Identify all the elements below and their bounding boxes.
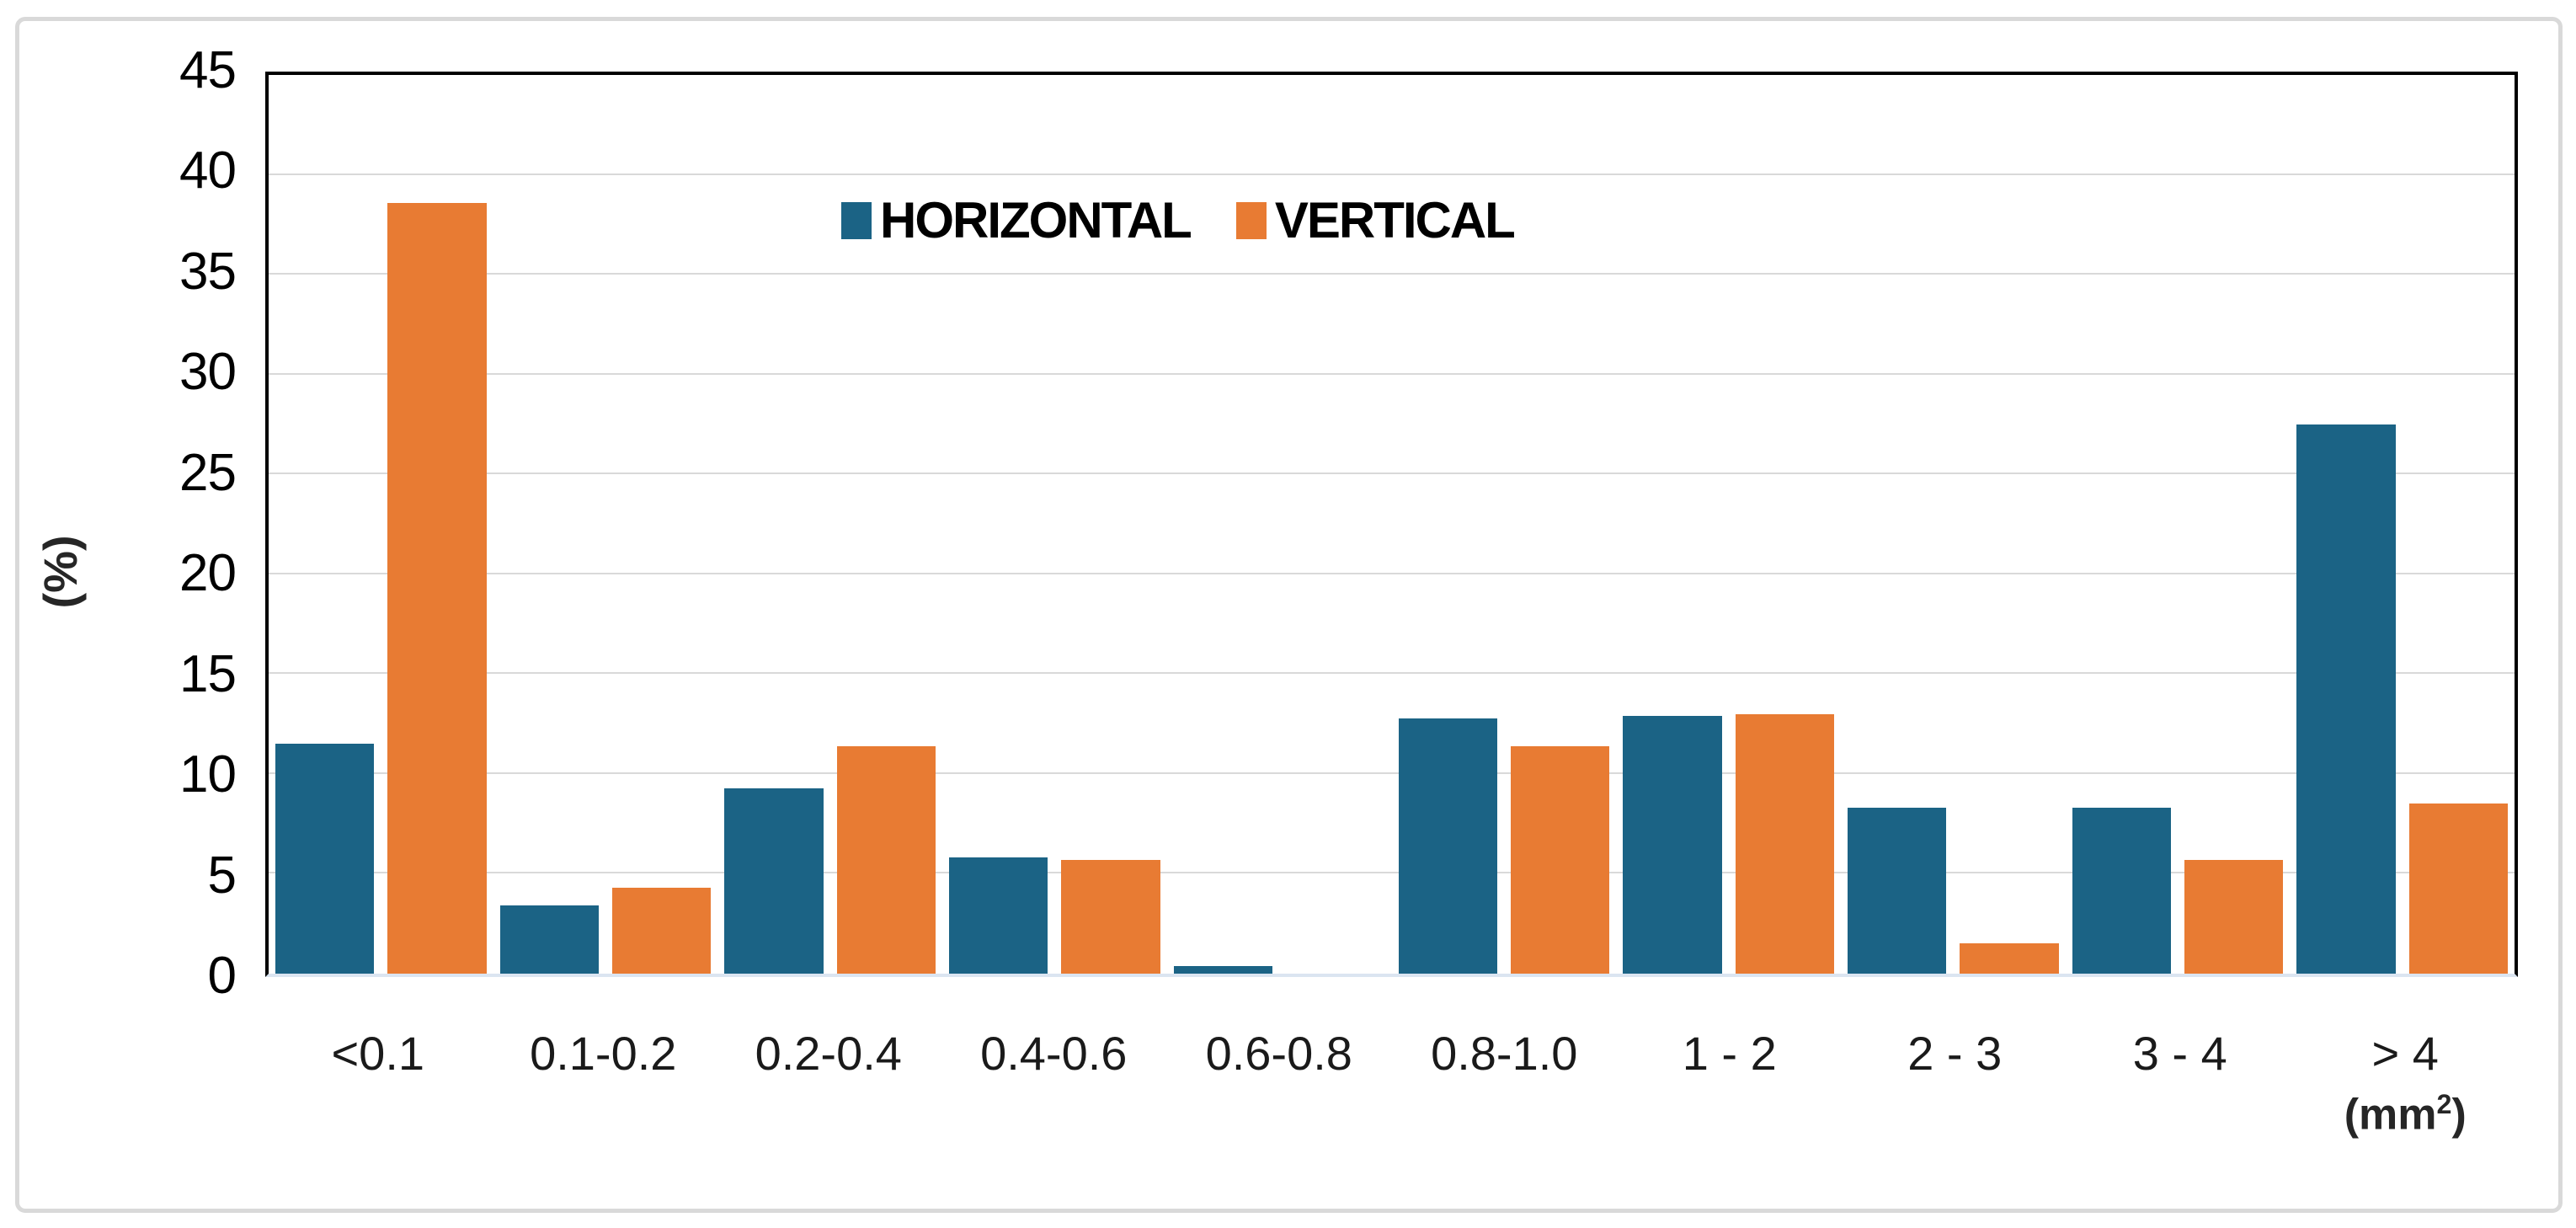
gridline <box>269 372 2515 375</box>
bar-groups <box>269 75 2515 974</box>
y-tick-label: 10 <box>179 745 237 804</box>
legend-swatch-vertical <box>1235 201 1267 239</box>
bar-group <box>1392 75 1617 974</box>
gridline <box>269 173 2515 175</box>
bar-group <box>2066 75 2291 974</box>
x-tick-label: 3 - 4 <box>2132 1027 2227 1080</box>
bar-vertical <box>1061 859 1160 974</box>
bar-horizontal <box>275 744 375 974</box>
bar-vertical <box>387 202 487 974</box>
x-tick-label: 0.4-0.6 <box>980 1027 1128 1080</box>
gridline <box>269 772 2515 774</box>
legend-item-horizontal: HORIZONTAL <box>841 191 1192 249</box>
y-tick-label: 20 <box>179 544 237 603</box>
gridline <box>269 273 2515 275</box>
bar-horizontal <box>1398 718 1497 974</box>
bar-group <box>269 75 493 974</box>
x-label-cell: 0.4-0.6 <box>941 977 1167 1138</box>
bar-horizontal <box>1623 716 1722 974</box>
x-label-cell: > 4 (mm2) <box>2293 977 2519 1138</box>
bar-vertical <box>836 745 936 974</box>
bar-vertical <box>2184 859 2284 974</box>
plot-area: HORIZONTAL VERTICAL <box>265 72 2518 977</box>
bar-horizontal <box>2072 808 2171 974</box>
x-label-cell: 3 - 4 <box>2067 977 2293 1138</box>
x-label-cell: 1 - 2 <box>1617 977 1843 1138</box>
y-tick-label: 35 <box>179 242 237 301</box>
x-tick-label: 0.2-0.4 <box>755 1027 902 1080</box>
x-label-cell: 0.8-1.0 <box>1392 977 1618 1138</box>
legend-label-horizontal: HORIZONTAL <box>880 192 1192 248</box>
bar-group <box>2290 75 2515 974</box>
bar-vertical <box>1735 713 1834 974</box>
x-tick-label: 0.1-0.2 <box>530 1027 677 1080</box>
y-tick-label: 40 <box>179 141 237 200</box>
bar-horizontal <box>724 788 824 974</box>
bar-group <box>942 75 1167 974</box>
gridline <box>269 672 2515 675</box>
legend-swatch-horizontal <box>841 201 872 239</box>
x-label-cell: 0.2-0.4 <box>716 977 941 1138</box>
y-tick-label: 45 <box>179 41 237 100</box>
x-tick-label: > 4 <box>2371 1027 2439 1080</box>
legend-label-vertical: VERTICAL <box>1274 192 1516 248</box>
legend: HORIZONTAL VERTICAL <box>841 191 1516 249</box>
bar-vertical <box>1510 745 1610 974</box>
x-tick-label: 0.8-1.0 <box>1431 1027 1578 1080</box>
bar-group <box>717 75 942 974</box>
x-axis-unit-exponent: 2 <box>2436 1088 2452 1119</box>
bar-horizontal <box>499 905 600 974</box>
x-tick-label: 2 - 3 <box>1907 1027 2003 1080</box>
legend-item-vertical: VERTICAL <box>1235 191 1516 249</box>
x-tick-label: <0.1 <box>331 1027 425 1080</box>
gridline <box>269 473 2515 475</box>
x-tick-label: 1 - 2 <box>1682 1027 1777 1080</box>
x-label-cell: <0.1 <box>265 977 491 1138</box>
x-label-cell: 2 - 3 <box>1843 977 2068 1138</box>
bar-horizontal <box>1173 965 1273 974</box>
bar-group <box>1167 75 1392 974</box>
x-axis-unit-suffix: ) <box>2451 1090 2467 1140</box>
y-axis-ticks: 45 40 35 30 25 20 15 10 5 0 <box>0 41 249 1005</box>
bar-group <box>1616 75 1841 974</box>
bar-horizontal <box>2296 424 2396 974</box>
bar-horizontal <box>949 857 1048 974</box>
bar-horizontal <box>1847 808 1947 974</box>
gridline <box>269 872 2515 874</box>
bar-vertical <box>2408 804 2509 974</box>
x-axis-labels: <0.1 0.1-0.2 0.2-0.4 0.4-0.6 0.6-0.8 0.8-1.0 1… <box>265 977 2518 1138</box>
bar-group <box>1841 75 2066 974</box>
bar-group <box>493 75 718 974</box>
x-label-cell: 0.1-0.2 <box>491 977 717 1138</box>
y-tick-label: 0 <box>207 947 237 1006</box>
x-tick-label: 0.6-0.8 <box>1205 1027 1352 1080</box>
x-axis-unit: (mm2) <box>2293 1088 2519 1140</box>
bar-vertical <box>612 888 712 974</box>
y-tick-label: 15 <box>179 644 237 703</box>
y-tick-label: 5 <box>207 846 237 905</box>
y-tick-label: 25 <box>179 443 237 502</box>
gridline <box>269 572 2515 574</box>
y-tick-label: 30 <box>179 343 237 402</box>
x-label-cell: 0.6-0.8 <box>1166 977 1392 1138</box>
bar-vertical <box>1960 943 2059 974</box>
x-axis-unit-prefix: (mm <box>2344 1090 2437 1140</box>
